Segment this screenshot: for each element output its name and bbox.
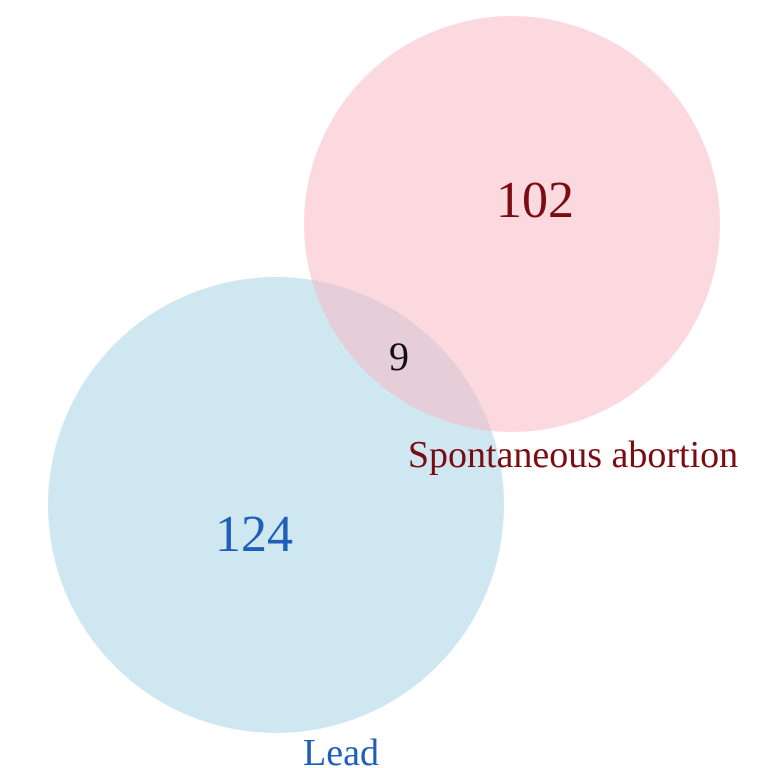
count-intersection: 9 — [389, 334, 409, 379]
set-circle-spontaneous-abortion — [304, 16, 720, 432]
count-spontaneous-abortion-only: 102 — [496, 172, 574, 229]
label-lead: Lead — [303, 732, 379, 768]
count-lead-only: 124 — [215, 506, 293, 563]
label-spontaneous-abortion: Spontaneous abortion — [408, 434, 738, 476]
